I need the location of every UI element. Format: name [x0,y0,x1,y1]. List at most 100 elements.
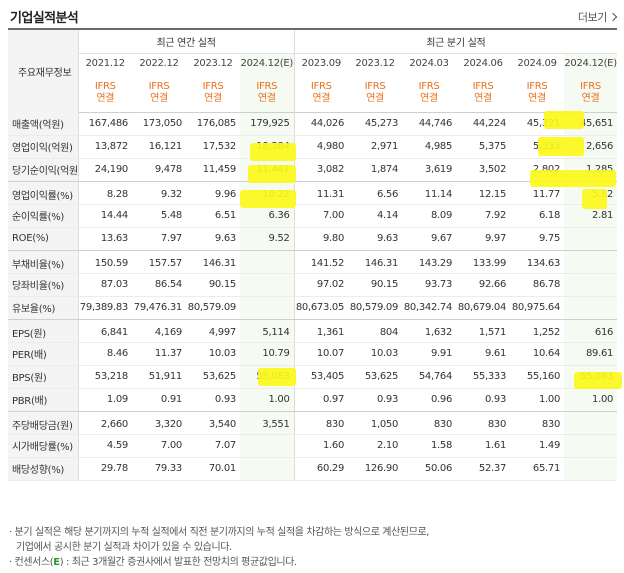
period-header: 2023.09 [301,58,342,70]
period-header: 2024.12(E) [564,53,618,74]
value-cell: 2.10 [348,434,403,458]
value-cell: 13.63 [78,227,132,251]
value-cell: 830 [456,411,511,435]
footnote-quarterly-cont: 기업에서 공시한 분기 실적과 차이가 있을 수 있습니다. [16,542,232,553]
row-label: 당좌비율(%) [8,273,79,297]
value-cell: 2,656 [564,135,618,159]
value-cell: 45,273 [348,112,403,136]
value-cell: 2,971 [348,135,403,159]
consolidated-label: 연결 [96,92,115,104]
value-cell: 5,114 [240,319,295,343]
value-cell: 11.37 [132,342,186,366]
value-cell: 80,679.04 [456,296,511,320]
value-cell: 79,389.83 [78,296,132,320]
consolidated-label: 연결 [420,92,438,104]
value-cell: 9.52 [240,227,295,251]
row-label: 시가배당률(%) [8,434,79,458]
value-cell: 1,361 [294,319,349,343]
value-cell: 0.97 [294,388,349,412]
row-header: 주요재무정보 [8,28,79,112]
consolidated-label: 연결 [474,92,492,104]
value-cell: 1.09 [78,388,132,412]
value-cell: 176,085 [186,112,240,136]
ifrs-label: IFRS [202,80,224,92]
value-cell: 9.80 [294,227,349,251]
table-row: PER(배) 8.46 11.37 10.03 10.79 10.07 10.03 9.91 9… [8,342,618,366]
value-cell: 3,320 [132,411,186,435]
value-cell: 70.01 [186,457,240,481]
ifrs-consolidated-label: IFRS 연결 [294,74,349,113]
value-cell: 29.78 [78,457,132,481]
value-cell: 8.46 [78,342,132,366]
value-cell [240,296,295,320]
value-cell: 11.77 [510,181,565,205]
value-cell: 9.75 [510,227,565,251]
ifrs-label: IFRS [148,80,170,92]
value-cell: 10.03 [348,342,403,366]
value-cell: 80,342.74 [402,296,457,320]
value-cell: 830 [294,411,349,435]
value-cell: 6.36 [240,204,295,228]
value-cell: 9,478 [132,158,186,182]
ifrs-label: IFRS [94,80,116,92]
estimate-marker: E [53,557,60,568]
value-cell: 55,083 [240,365,295,389]
value-cell: 8.09 [402,204,457,228]
value-cell: 9.96 [186,181,240,205]
value-cell: 4,985 [402,135,457,159]
ifrs-label: IFRS [580,80,601,92]
value-cell: 11.14 [402,181,457,205]
value-cell: 167,486 [78,112,132,136]
value-cell: 7.00 [132,434,186,458]
value-cell: 616 [564,319,618,343]
value-cell: 3,619 [402,158,457,182]
value-cell: 8.28 [78,181,132,205]
ifrs-consolidated-label: IFRS 연결 [132,74,186,113]
value-cell [564,411,618,435]
ifrs-label: IFRS [364,80,386,92]
value-cell: 2.81 [564,204,618,228]
value-cell: 804 [348,319,403,343]
value-cell: 6.56 [348,181,403,205]
value-cell: 1,874 [348,158,403,182]
value-cell: 10.22 [240,181,295,205]
value-cell: 54,764 [402,365,457,389]
value-cell: 10.07 [294,342,349,366]
table-row: ROE(%) 13.63 7.97 9.63 9.52 9.80 9.63 9.67 9.97 9… [8,227,618,251]
value-cell: 1.61 [456,434,511,458]
value-cell [240,250,295,274]
value-cell: 1,252 [510,319,565,343]
ifrs-consolidated-label: IFRS 연결 [348,74,403,113]
value-cell: 52.37 [456,457,511,481]
table-row: 배당성향(%) 29.78 79.33 70.01 60.29 126.90 50.06 52… [8,457,618,481]
value-cell: 9.61 [456,342,511,366]
value-cell: 9.63 [348,227,403,251]
footnotes: · 분기 실적은 해당 분기까지의 누적 실적에서 직전 분기까지의 누적 실적… [9,525,429,570]
value-cell: 1,632 [402,319,457,343]
value-cell: 44,746 [402,112,457,136]
value-cell: 97.02 [294,273,349,297]
value-cell: 146.31 [186,250,240,274]
period-header: 2021.12 [85,58,126,70]
value-cell: 1.00 [564,388,618,412]
value-cell: 1,050 [348,411,403,435]
value-cell: 5,333 [510,135,565,159]
more-link[interactable]: 더보기 [578,9,618,25]
value-cell: 90.15 [348,273,403,297]
ifrs-consolidated-label: IFRS 연결 [402,74,457,113]
consolidated-label: 연결 [366,92,384,104]
value-cell: 1.58 [402,434,457,458]
consolidated-label: 연결 [312,92,331,104]
value-cell: 7.00 [294,204,349,228]
value-cell: 4.14 [348,204,403,228]
table-row: PBR(배) 1.09 0.91 0.93 1.00 0.97 0.93 0.96 0.93 1.… [8,388,618,412]
row-label: 부채비율(%) [8,250,79,274]
value-cell: 10.03 [186,342,240,366]
value-cell: 53,405 [294,365,349,389]
period-header: 2024.09 [517,58,557,70]
value-cell: 830 [510,411,565,435]
value-cell: 1.60 [294,434,349,458]
period-header: 2024.12(E) [240,53,295,74]
ifrs-consolidated-label: IFRS 연결 [240,74,295,113]
consolidated-label: 연결 [581,92,600,104]
